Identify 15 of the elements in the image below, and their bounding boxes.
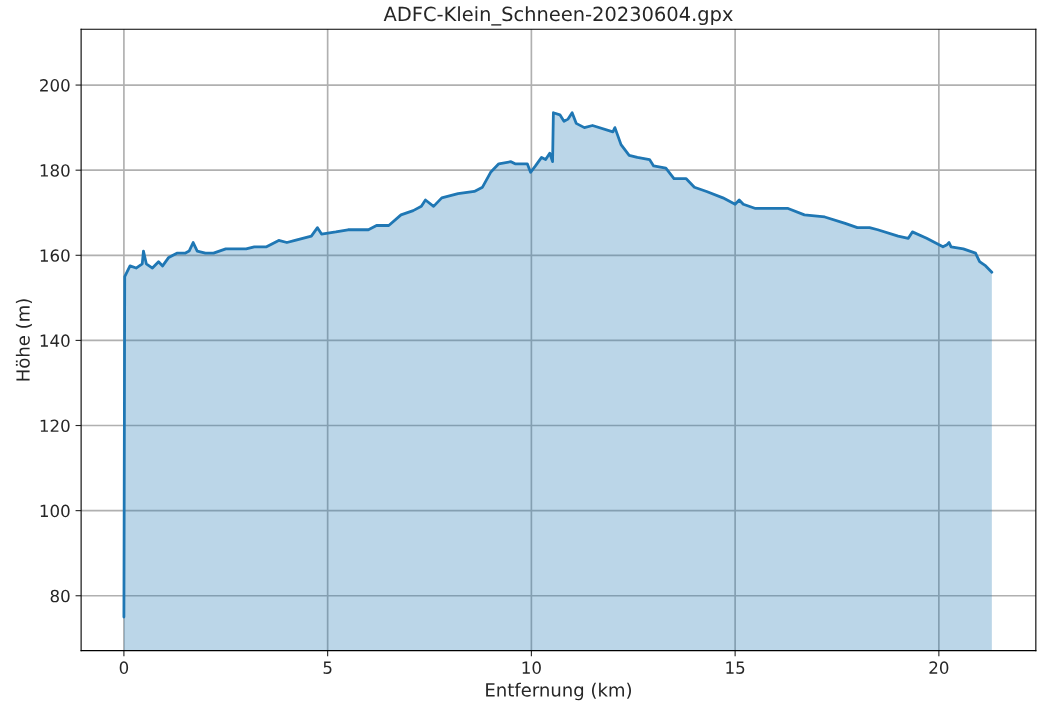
y-tick-label: 160 (40, 249, 70, 262)
y-axis-title: Höhe (m) (15, 299, 32, 381)
x-tick-label: 5 (323, 661, 332, 674)
y-tick-label: 80 (50, 589, 70, 603)
x-tick-label: 15 (726, 661, 745, 674)
y-tick-label: 120 (40, 419, 70, 433)
x-axis-title: Entfernung (km) (486, 682, 632, 701)
chart-title: ADFC-Klein_Schneen-20230604.gpx (383, 6, 733, 26)
x-tick-label: 10 (522, 661, 541, 674)
y-tick-label: 200 (40, 79, 70, 92)
x-tick-label: 20 (929, 661, 949, 674)
y-tick-label: 180 (40, 164, 70, 177)
y-tick-label: 140 (40, 334, 70, 347)
y-tick-label: 100 (40, 504, 70, 518)
x-tick-label: 0 (119, 661, 129, 674)
